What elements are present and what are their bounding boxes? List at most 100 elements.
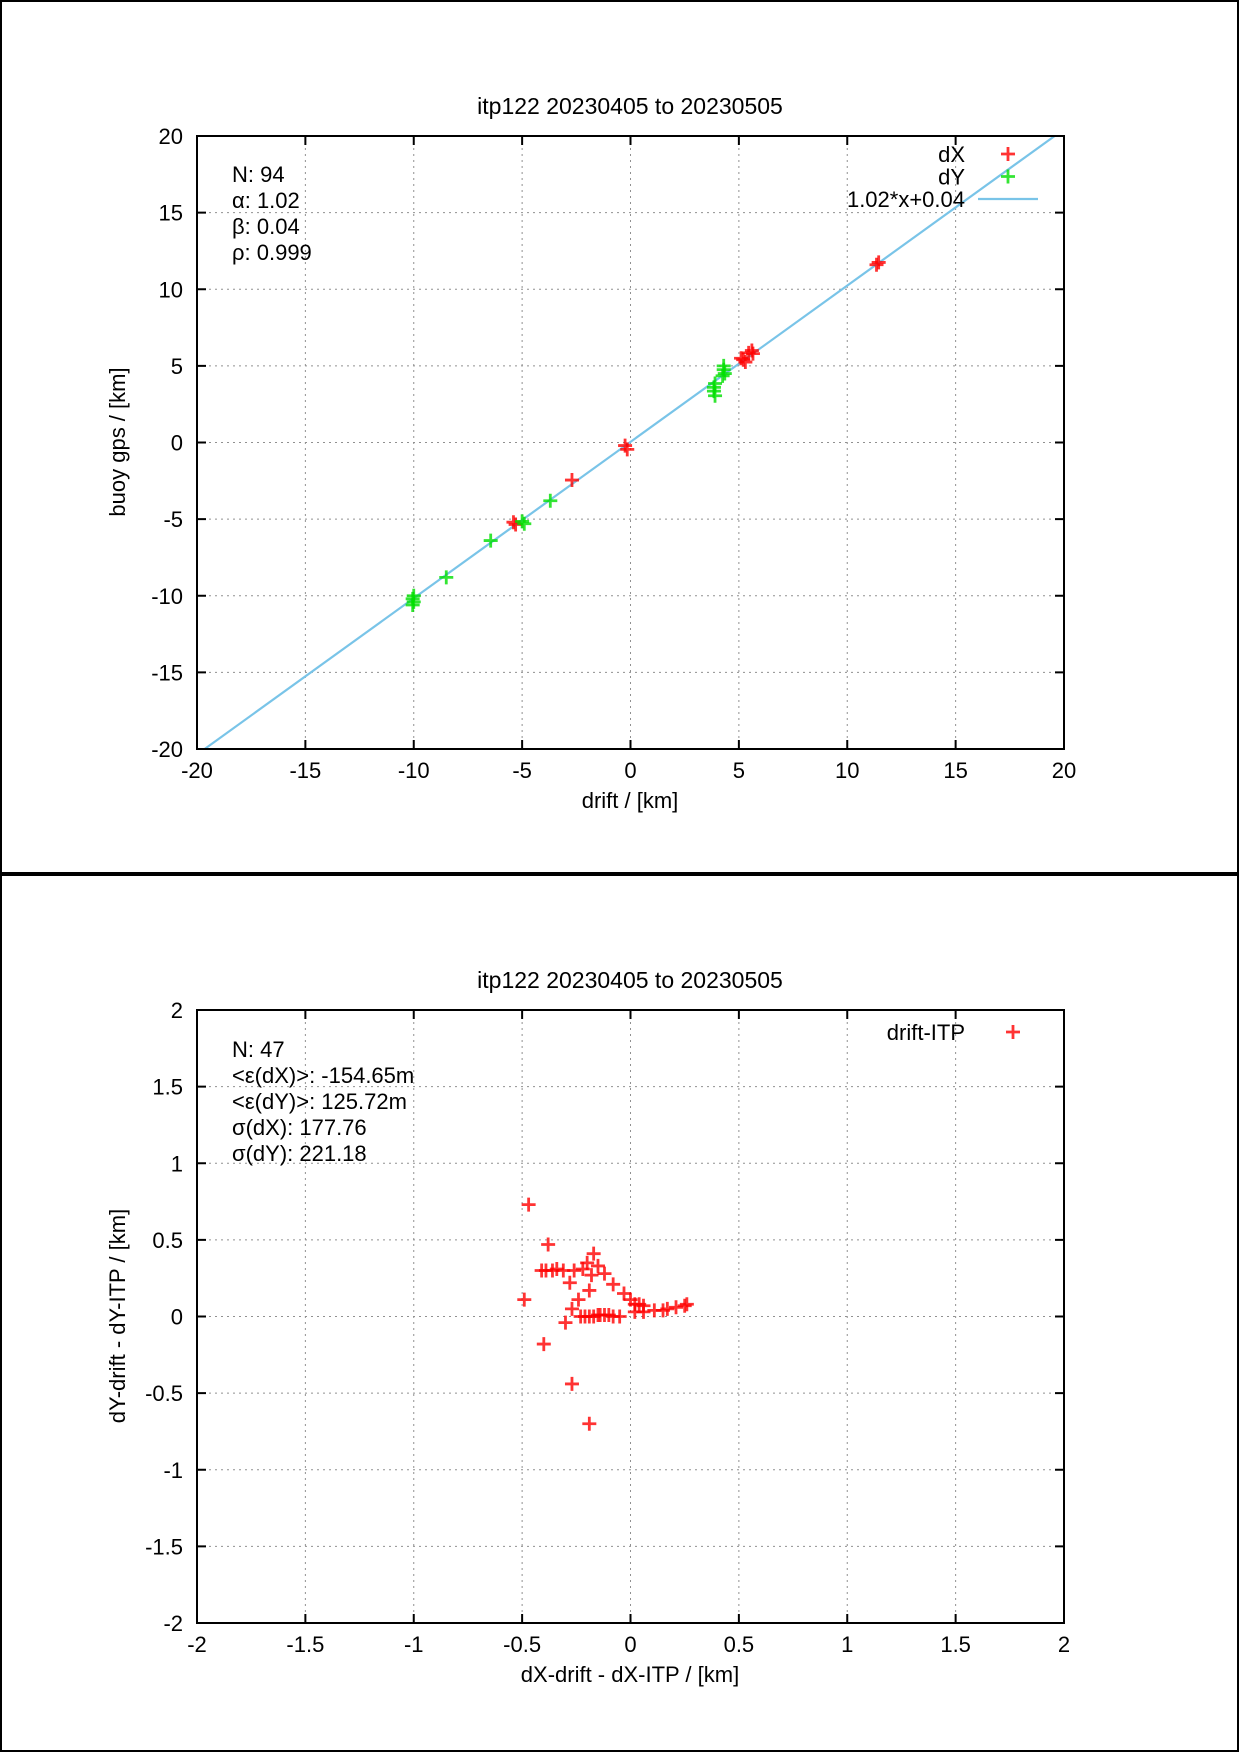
- x-tick-label: -15: [289, 758, 321, 783]
- panel-bottom-chart: -2 -1.5 -1 -0.5 0 0.5 1 1.5 2 -2 -1.5 -1 -0.5 0 0.5 1 1.…: [0, 874, 1239, 1752]
- x-tick-label: -20: [181, 758, 213, 783]
- y-tick-label: 0.5: [152, 1228, 183, 1253]
- data-point-drift-ITP: [562, 1275, 577, 1290]
- data-point-drift-ITP: [669, 1300, 684, 1315]
- stats-line: N: 47: [232, 1037, 285, 1062]
- stats-line: β: 0.04: [232, 214, 300, 239]
- data-point-drift-ITP: [584, 1268, 599, 1283]
- data-point-drift-ITP: [549, 1261, 564, 1276]
- y-tick-label: -20: [151, 737, 183, 762]
- data-point-dY: [405, 597, 420, 612]
- data-point-drift-ITP: [597, 1266, 612, 1281]
- data-point-dY: [708, 388, 723, 403]
- data-point-drift-ITP: [541, 1237, 556, 1252]
- bottom-yaxis-label: dY-drift - dY-ITP / [km]: [105, 1209, 130, 1423]
- data-point-drift-ITP: [517, 1292, 532, 1307]
- panel-top-chart: -20 -15 -10 -5 0 5 10 15 20 -20 -15 -10 -5 0 5 10 15 20 N:…: [0, 0, 1239, 874]
- data-point-drift-ITP: [564, 1301, 579, 1316]
- data-point-dY: [515, 514, 530, 529]
- top-chart-title: itp122 20230405 to 20230505: [477, 93, 783, 119]
- data-point-dX: [871, 255, 886, 270]
- bottom-xaxis-label: dX-drift - dX-ITP / [km]: [521, 1662, 739, 1687]
- x-tick-label: 20: [1052, 758, 1076, 783]
- y-tick-label: 10: [159, 277, 183, 302]
- legend-marker-drift-ITP: [1006, 1025, 1020, 1039]
- data-point-dX: [738, 355, 753, 370]
- legend-label-1.02*x+0.04: 1.02*x+0.04: [847, 187, 965, 212]
- data-point-drift-ITP: [564, 1376, 579, 1391]
- data-point-dY: [439, 570, 454, 585]
- x-tick-label: 1.5: [940, 1632, 971, 1657]
- data-point-dY: [715, 368, 730, 383]
- data-point-drift-ITP: [677, 1298, 692, 1313]
- y-tick-label: -0.5: [145, 1381, 183, 1406]
- data-point-dY: [717, 366, 732, 381]
- y-tick-label: -5: [163, 507, 183, 532]
- x-tick-label: 1: [841, 1632, 853, 1657]
- x-tick-label: -2: [187, 1632, 207, 1657]
- data-point-drift-ITP: [571, 1292, 586, 1307]
- y-tick-label: 20: [159, 124, 183, 149]
- data-point-drift-ITP: [582, 1283, 597, 1298]
- data-point-drift-ITP: [616, 1286, 631, 1301]
- x-tick-label: -1: [404, 1632, 424, 1657]
- y-tick-label: 2: [171, 998, 183, 1023]
- legend-label-dX: dX: [938, 142, 965, 167]
- y-tick-label: -1.5: [145, 1534, 183, 1559]
- y-tick-label: -1: [163, 1458, 183, 1483]
- data-point-drift-ITP: [575, 1261, 590, 1276]
- y-tick-label: -10: [151, 584, 183, 609]
- data-point-drift-ITP: [660, 1301, 675, 1316]
- y-tick-label: 15: [159, 201, 183, 226]
- stats-line: α: 1.02: [232, 188, 300, 213]
- x-tick-label: -0.5: [503, 1632, 541, 1657]
- top-yaxis-label: buoy gps / [km]: [105, 367, 130, 516]
- y-tick-label: 5: [171, 354, 183, 379]
- stats-line: N: 94: [232, 162, 285, 187]
- y-tick-label: -15: [151, 660, 183, 685]
- data-point-drift-ITP: [606, 1277, 621, 1292]
- data-point-dY: [517, 516, 532, 531]
- data-point-dX: [745, 346, 760, 361]
- bottom-chart-canvas: -2 -1.5 -1 -0.5 0 0.5 1 1.5 2 -2 -1.5 -1 -0.5 0 0.5 1 1.…: [105, 967, 1070, 1687]
- data-point-dY: [483, 533, 498, 548]
- data-point-dX: [620, 442, 635, 457]
- legend-label-drift-ITP: drift-ITP: [887, 1020, 965, 1045]
- data-point-drift-ITP: [679, 1297, 694, 1312]
- data-point-drift-ITP: [521, 1197, 536, 1212]
- x-tick-label: 2: [1058, 1632, 1070, 1657]
- data-point-drift-ITP: [567, 1263, 582, 1278]
- x-tick-label: 0: [624, 1632, 636, 1657]
- bottom-plot-layer: -2 -1.5 -1 -0.5 0 0.5 1 1.5 2 -2 -1.5 -1 -0.5 0 0.5 1 1.…: [145, 998, 1070, 1657]
- data-point-drift-ITP: [558, 1315, 573, 1330]
- legend-marker-dY: [1001, 169, 1015, 184]
- top-xaxis-label: drift / [km]: [582, 788, 679, 813]
- y-tick-label: 0: [171, 431, 183, 456]
- x-tick-label: 5: [733, 758, 745, 783]
- data-point-drift-ITP: [636, 1304, 651, 1319]
- x-tick-label: -1.5: [286, 1632, 324, 1657]
- stats-line: <ε(dX)>: -154.65m: [232, 1063, 414, 1088]
- x-tick-label: 15: [943, 758, 967, 783]
- x-tick-label: 10: [835, 758, 859, 783]
- stats-line: ρ: 0.999: [232, 240, 312, 265]
- y-tick-label: 1: [171, 1151, 183, 1176]
- stats-line: σ(dX): 177.76: [232, 1115, 367, 1140]
- x-tick-label: 0.5: [724, 1632, 755, 1657]
- legend-marker-dX: [1001, 147, 1015, 161]
- top-chart-canvas: -20 -15 -10 -5 0 5 10 15 20 -20 -15 -10 -5 0 5 10 15 20 N:…: [105, 93, 1076, 813]
- bottom-chart-title: itp122 20230405 to 20230505: [477, 967, 783, 993]
- x-tick-label: -5: [512, 758, 532, 783]
- top-plot-layer: -20 -15 -10 -5 0 5 10 15 20 -20 -15 -10 -5 0 5 10 15 20 N:…: [151, 124, 1076, 783]
- data-point-dX: [564, 473, 579, 488]
- legend-label-dY: dY: [938, 165, 965, 190]
- data-point-drift-ITP: [586, 1246, 601, 1261]
- data-point-dX: [869, 257, 884, 272]
- data-point-drift-ITP: [612, 1309, 627, 1324]
- stats-line: σ(dY): 221.18: [232, 1141, 367, 1166]
- x-tick-label: -10: [398, 758, 430, 783]
- y-tick-label: -2: [163, 1611, 183, 1636]
- fit-line: [204, 135, 1056, 750]
- data-point-dY: [543, 493, 558, 508]
